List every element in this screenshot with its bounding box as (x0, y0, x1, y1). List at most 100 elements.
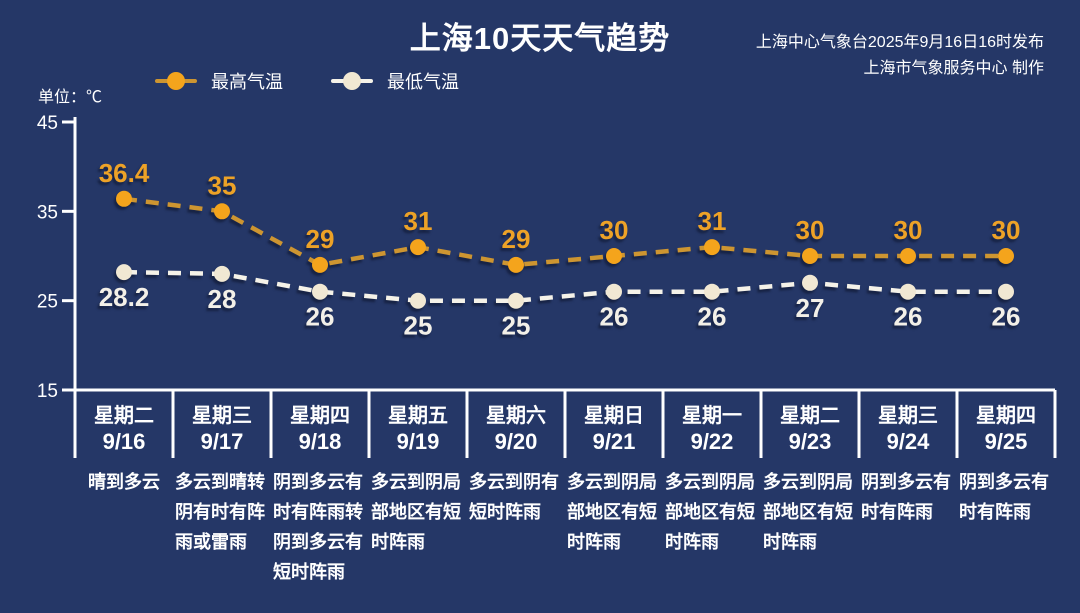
day-column: 星期二 9/23 多云到阴局部地区有短时阵雨 (761, 390, 859, 587)
weather-description: 多云到阴有短时阵雨 (469, 472, 559, 522)
data-point (802, 248, 818, 264)
day-column: 星期四 9/25 阴到多云有时有阵雨 (957, 390, 1055, 587)
weather-description: 阴到多云有时有阵雨 (861, 472, 951, 522)
data-point (214, 203, 230, 220)
y-tick-label: 35 (37, 202, 58, 223)
data-point (116, 190, 132, 207)
data-point (606, 283, 622, 300)
value-label: 30 (600, 215, 629, 245)
chart-legend: 最高气温 最低气温 (155, 68, 459, 94)
day-column: 星期三 9/24 阴到多云有时有阵雨 (859, 390, 957, 587)
data-point (116, 264, 132, 281)
value-label: 26 (992, 302, 1021, 332)
source-info: 上海中心气象台2025年9月16日16时发布 上海市气象服务中心 制作 (756, 30, 1044, 82)
data-point (312, 256, 328, 273)
source-line-1: 上海中心气象台2025年9月16日16时发布 (755, 34, 1044, 51)
weekday-label: 星期三 (192, 405, 252, 427)
unit-label: 单位：℃ (38, 89, 103, 106)
date-label: 9/21 (592, 429, 636, 454)
y-tick-label: 25 (37, 292, 58, 313)
min-temp-marker-icon (331, 72, 373, 90)
data-point (410, 292, 426, 309)
weekday-label: 星期三 (878, 405, 938, 427)
weather-description: 多云到阴局部地区有短时阵雨 (763, 472, 853, 552)
date-label: 9/19 (396, 429, 440, 454)
data-point (802, 274, 818, 291)
data-point (508, 292, 524, 309)
data-point (998, 248, 1014, 264)
value-label: 27 (796, 293, 825, 323)
day-column: 星期日 9/21 多云到阴局部地区有短时阵雨 (565, 390, 663, 587)
data-point (704, 283, 720, 300)
max-temp-marker-icon (155, 72, 197, 90)
weekday-label: 星期六 (486, 405, 546, 427)
date-label: 9/18 (298, 429, 342, 454)
data-point (606, 248, 622, 264)
value-label: 35 (208, 170, 237, 200)
day-column: 星期一 9/22 多云到阴局部地区有短时阵雨 (663, 390, 761, 587)
date-label: 9/20 (494, 429, 538, 454)
data-point (900, 283, 916, 300)
legend-item-max-temp: 最高气温 (155, 68, 283, 94)
legend-item-min-temp: 最低气温 (331, 68, 459, 94)
date-label: 9/16 (102, 429, 146, 454)
legend-label-max-temp: 最高气温 (211, 72, 283, 92)
forecast-day-grid: 星期二 9/16 晴到多云 星期三 9/17 多云到晴转阴有时有阵雨或雷雨 星期四 9/18 阴… (75, 390, 1055, 587)
series-最低气温: 28.2 28 26 25 25 26 26 27 26 26 (99, 264, 1021, 341)
data-point (214, 265, 230, 282)
date-label: 9/24 (886, 429, 930, 454)
value-label: 31 (698, 206, 727, 236)
weekday-label: 星期四 (976, 405, 1036, 427)
weekday-label: 星期五 (388, 405, 448, 427)
weather-description: 阴到多云有时有阵雨 (959, 472, 1049, 522)
value-label: 30 (992, 215, 1021, 245)
day-column: 星期四 9/18 阴到多云有时有阵雨转阴到多云有短时阵雨 (271, 390, 369, 587)
data-point (704, 239, 720, 256)
series-最高气温: 36.4 35 29 31 29 30 31 30 30 30 (99, 158, 1021, 273)
date-label: 9/23 (788, 429, 832, 454)
value-label: 29 (502, 224, 531, 254)
weekday-label: 星期二 (780, 405, 840, 427)
weather-description: 阴到多云有时有阵雨转阴到多云有短时阵雨 (273, 472, 363, 582)
weather-description: 晴到多云 (88, 472, 160, 492)
value-label: 26 (600, 302, 629, 332)
value-label: 30 (894, 215, 923, 245)
day-column: 星期二 9/16 晴到多云 (75, 390, 173, 587)
legend-label-min-temp: 最低气温 (387, 72, 459, 92)
value-label: 28.2 (99, 282, 150, 312)
series-line (123, 196, 1006, 268)
date-label: 9/17 (200, 429, 244, 454)
weekday-label: 星期四 (290, 405, 350, 427)
data-point (998, 283, 1014, 300)
weekday-label: 星期一 (682, 405, 742, 427)
weekday-label: 星期二 (94, 405, 154, 427)
series-line (123, 269, 1006, 303)
data-point (508, 256, 524, 273)
data-point (900, 248, 916, 264)
date-label: 9/25 (984, 429, 1028, 454)
value-label: 28 (208, 284, 237, 314)
day-column: 星期五 9/19 多云到阴局部地区有短时阵雨 (369, 390, 467, 587)
source-line-2: 上海市气象服务中心 制作 (863, 60, 1044, 77)
value-label: 26 (698, 302, 727, 332)
weather-description: 多云到晴转阴有时有阵雨或雷雨 (175, 472, 265, 552)
value-label: 26 (894, 302, 923, 332)
date-label: 9/22 (690, 429, 734, 454)
value-label: 25 (404, 311, 433, 341)
value-label: 26 (306, 302, 335, 332)
data-point (410, 239, 426, 256)
y-tick-label: 15 (37, 381, 58, 402)
weather-description: 多云到阴局部地区有短时阵雨 (371, 472, 461, 552)
page-title: 上海10天天气趋势 (409, 21, 671, 56)
day-column: 星期六 9/20 多云到阴有短时阵雨 (467, 390, 565, 587)
value-label: 36.4 (99, 158, 150, 188)
value-label: 30 (796, 215, 825, 245)
value-label: 25 (502, 311, 531, 341)
value-label: 31 (404, 206, 433, 236)
data-point (312, 283, 328, 300)
weather-description: 多云到阴局部地区有短时阵雨 (665, 472, 755, 552)
value-label: 29 (306, 224, 335, 254)
y-tick-label: 45 (37, 113, 58, 134)
weather-description: 多云到阴局部地区有短时阵雨 (567, 472, 657, 552)
